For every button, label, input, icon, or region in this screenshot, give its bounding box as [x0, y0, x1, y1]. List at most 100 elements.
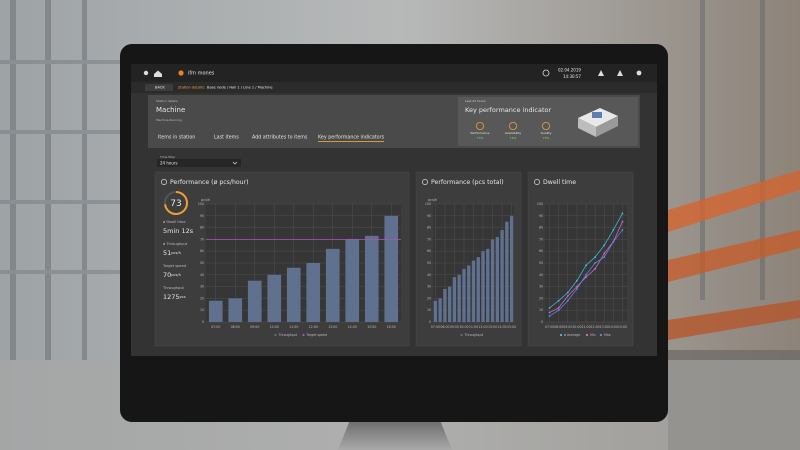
stat-label: Throughput [162, 286, 184, 290]
brand-logo [178, 70, 184, 76]
point [548, 311, 551, 314]
panel-title: Performance (ø pcs/hour) [170, 179, 249, 186]
y-tick-label: 40 [427, 273, 431, 277]
point [621, 220, 624, 223]
y-tick-label: 60 [427, 249, 431, 253]
legend-label: Min [590, 333, 596, 337]
point [594, 268, 597, 270]
stat-number: 1275 [163, 293, 180, 301]
kpi-title: Key performance indicator [465, 106, 551, 114]
x-tick-label: 15:00 [507, 325, 516, 329]
point [548, 306, 551, 309]
stat-number: 51 [163, 249, 171, 257]
legend-label: Throughput [464, 333, 484, 337]
y-tick-label: 100 [425, 202, 431, 206]
back-button[interactable] [145, 84, 173, 91]
y-tick-label: 20 [539, 296, 543, 300]
kpi-name: Availability [505, 131, 522, 135]
tab[interactable]: Add attributes to items [252, 135, 308, 141]
y-tick-label: 30 [200, 285, 204, 289]
bar [228, 298, 243, 322]
station-caption: Station details [156, 99, 178, 103]
tab-active[interactable]: Key performance indicators [318, 135, 385, 141]
legend-label: Throughput [278, 333, 298, 337]
legend-swatch [599, 333, 603, 337]
bar [505, 221, 509, 322]
x-tick-label: 09:00 [563, 325, 572, 329]
x-tick-label: 10:00 [459, 325, 468, 329]
y-tick-label: 20 [427, 296, 431, 300]
back-label[interactable]: BACK [155, 86, 165, 90]
point [621, 229, 624, 231]
point [575, 285, 578, 288]
point [603, 252, 606, 255]
y-tick-label: 0 [429, 320, 431, 324]
bar [481, 251, 485, 322]
panel-title: Performance (pcs total) [431, 179, 504, 186]
bar [467, 265, 471, 322]
point [612, 240, 615, 243]
bar [306, 263, 321, 322]
y-tick-label: 60 [539, 249, 543, 253]
point [603, 256, 606, 258]
x-tick-label: 07:00 [431, 325, 440, 329]
panel-icon [422, 179, 428, 185]
tab[interactable]: Items in station [158, 135, 195, 141]
menu-icon[interactable] [598, 70, 604, 76]
bar [208, 300, 223, 322]
bar [325, 248, 340, 322]
bar [443, 288, 447, 322]
point [585, 264, 587, 267]
kpi-icon [508, 122, 517, 131]
y-tick-label: 50 [427, 261, 431, 265]
user-icon[interactable] [143, 70, 149, 76]
x-tick-label: 15:00 [367, 325, 376, 329]
y-axis-label: pcs/h [428, 198, 437, 202]
x-tick-label: 08:00 [231, 325, 240, 329]
kpi-value: 75% [510, 136, 517, 140]
kpi-icon [475, 122, 484, 131]
legend-label: ø Average [564, 333, 580, 337]
y-tick-label: 30 [539, 285, 543, 289]
stat-label: ø Dwell time [163, 220, 186, 224]
monitor-stand [338, 420, 452, 450]
y-tick-label: 80 [539, 226, 543, 230]
bar [433, 300, 438, 322]
legend-swatch [274, 333, 277, 337]
filter-dropdown[interactable] [157, 159, 241, 167]
legend-swatch [460, 333, 463, 337]
gauge-value: 73 [170, 199, 181, 209]
home-icon[interactable] [154, 70, 162, 78]
help-icon[interactable] [542, 69, 550, 77]
kpi-caption: Last 24 hours [465, 99, 486, 103]
station-name: Machine [156, 106, 185, 114]
y-tick-label: 40 [539, 273, 543, 277]
y-tick-label: 0 [202, 320, 204, 324]
stat-value: 51pcs/h [163, 249, 181, 257]
tab-underline [318, 141, 384, 142]
bar [457, 274, 461, 322]
stat-value: 5min 12s [163, 227, 194, 235]
legend-label: Max [604, 333, 611, 337]
filter-caption: Time filter [159, 155, 176, 159]
point [621, 212, 624, 215]
settings-icon[interactable] [636, 70, 642, 76]
x-tick-label: 13:00 [488, 325, 497, 329]
tab[interactable]: Last items [214, 135, 239, 141]
x-tick-label: 10:00 [572, 325, 581, 329]
point [566, 295, 569, 297]
alert-icon[interactable] [617, 70, 623, 76]
x-tick-label: 14:00 [348, 325, 357, 329]
x-tick-label: 12:00 [478, 325, 487, 329]
y-tick-label: 70 [200, 237, 204, 241]
x-tick-label: 11:00 [581, 325, 590, 329]
y-tick-label: 80 [200, 226, 204, 230]
bar [364, 235, 379, 322]
point [557, 299, 560, 302]
station-status: Machine Running [156, 118, 182, 122]
date: 02.04.2019 [558, 68, 581, 73]
x-tick-label: 08:00 [440, 325, 449, 329]
filter-value[interactable]: 24 hours [160, 160, 178, 165]
